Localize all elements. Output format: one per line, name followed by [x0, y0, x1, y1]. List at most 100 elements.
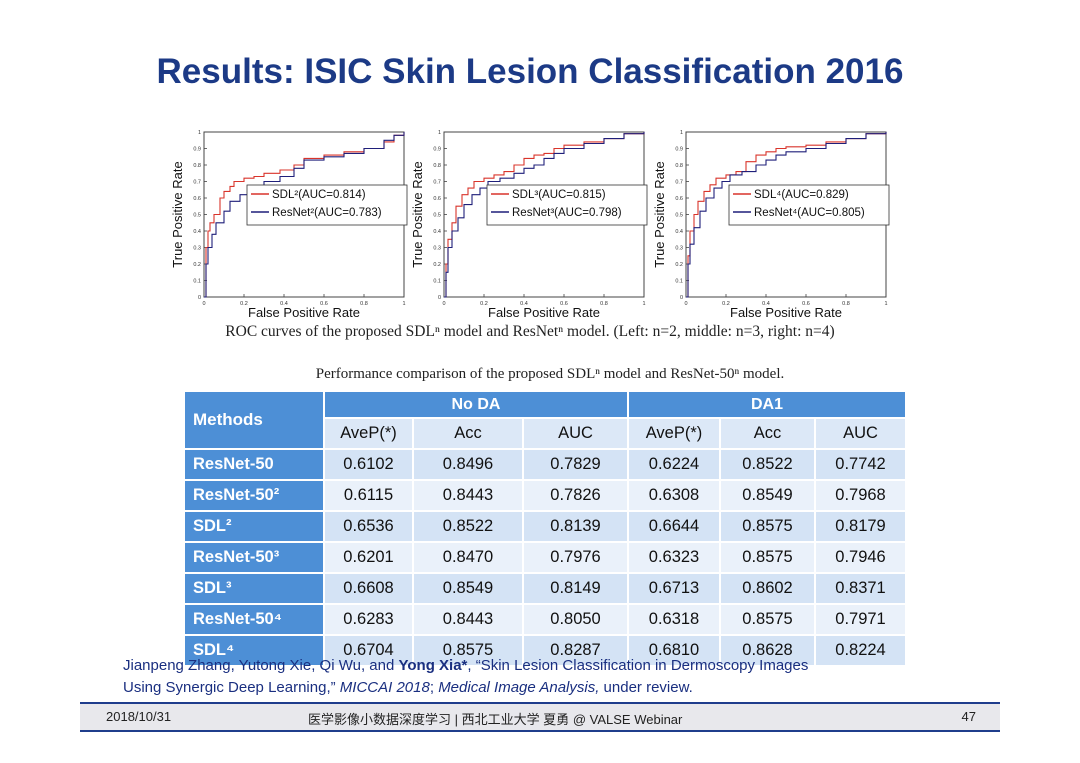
row-label: ResNet-50⁴ — [183, 603, 325, 636]
table-cell: 0.7971 — [814, 603, 907, 636]
roc-plot-right: 0 0.2 0.4 0.6 0.8 1 0 0.1 0.2 0.3 0.4 0.5 0.6 0.7 0.8 0… — [652, 130, 890, 320]
y-tick-label: 0.5 — [675, 213, 683, 219]
y-tick-label: 0.6 — [675, 196, 683, 202]
table-row: ResNet-50² 0.6115 0.8443 0.7826 0.6308 0.8549… — [183, 479, 907, 512]
x-axis-label: False Positive Rate — [730, 305, 842, 320]
x-tick-label: 1 — [884, 301, 887, 307]
y-tick-label: 0.9 — [675, 147, 683, 153]
y-tick-label: 0.3 — [433, 246, 441, 252]
x-tick-label: 0 — [442, 301, 445, 307]
legend-label: ResNet³(AUC=0.798) — [512, 207, 622, 219]
table-cell: 0.7829 — [522, 448, 629, 481]
roc-plot-middle: 0 0.2 0.4 0.6 0.8 1 0 0.1 0.2 0.3 0.4 0.5 0.6 0.7 0.8 0… — [410, 130, 648, 320]
row-label: SDL³ — [183, 572, 325, 605]
table-cell: 0.8470 — [412, 541, 524, 574]
table-row: ResNet-50³ 0.6201 0.8470 0.7976 0.6323 0.8575… — [183, 541, 907, 574]
table-cell: 0.7946 — [814, 541, 907, 574]
table-cell: 0.8287 — [522, 634, 629, 667]
table-row: SDL² 0.6536 0.8522 0.8139 0.6644 0.8575 0.8179 — [183, 510, 907, 543]
table-cell: 0.8575 — [719, 541, 816, 574]
y-axis-label: True Positive Rate — [652, 161, 667, 267]
col-header: AUC — [522, 417, 629, 450]
table-caption: Performance comparison of the proposed S… — [315, 366, 785, 382]
col-header: Acc — [719, 417, 816, 450]
table-row: ResNet-50⁴ 0.6283 0.8443 0.8050 0.6318 0.8575… — [183, 603, 907, 636]
y-tick-label: 0.7 — [433, 180, 441, 186]
legend-label: SDL²(AUC=0.814) — [272, 189, 366, 201]
table-cell: 0.8179 — [814, 510, 907, 543]
y-tick-label: 0.7 — [675, 180, 683, 186]
y-tick-label: 0.8 — [675, 163, 683, 169]
y-tick-label: 0.4 — [433, 229, 441, 235]
col-header: AveP(*) — [627, 417, 721, 450]
y-tick-label: 0.2 — [675, 262, 683, 268]
x-tick-label: 0.2 — [240, 301, 248, 307]
x-tick-label: 0.4 — [762, 301, 770, 307]
methods-header: Methods — [183, 390, 325, 450]
y-tick-label: 0.9 — [433, 147, 441, 153]
y-tick-label: 1 — [198, 130, 201, 136]
col-header: AUC — [814, 417, 907, 450]
footer-center-text: 医学影像小数据深度学习 | 西北工业大学 夏勇 @ VALSE Webinar — [308, 712, 683, 727]
y-tick-label: 0.3 — [675, 246, 683, 252]
row-label: SDL⁴ — [183, 634, 325, 667]
x-tick-label: 0.6 — [320, 301, 328, 307]
roc-caption: ROC curves of the proposed SDLⁿ model an… — [225, 323, 835, 340]
y-tick-label: 0.5 — [433, 213, 441, 219]
y-tick-label: 0.1 — [193, 279, 201, 285]
y-tick-label: 0 — [680, 295, 683, 301]
table-cell: 0.8628 — [719, 634, 816, 667]
table-cell: 0.6201 — [323, 541, 414, 574]
table-cell: 0.6536 — [323, 510, 414, 543]
table-row: SDL⁴ 0.6704 0.8575 0.8287 0.6810 0.8628 0.8224 — [183, 634, 907, 667]
table-cell: 0.8522 — [719, 448, 816, 481]
row-label: ResNet-50² — [183, 479, 325, 512]
x-tick-label: 0 — [684, 301, 687, 307]
legend-label: SDL⁴(AUC=0.829) — [754, 189, 849, 201]
table-cell: 0.8371 — [814, 572, 907, 605]
roc-line-resnet — [686, 132, 887, 298]
y-tick-label: 0.8 — [433, 163, 441, 169]
y-tick-label: 0.9 — [193, 147, 201, 153]
x-tick-label: 0.4 — [520, 301, 528, 307]
citation-title-end: Using Synergic Deep Learning,” — [123, 679, 340, 696]
table-cell: 0.6102 — [323, 448, 414, 481]
citation-line-2: Using Synergic Deep Learning,” MICCAI 20… — [123, 677, 808, 699]
citation-status: under review. — [599, 679, 693, 696]
table-cell: 0.6810 — [627, 634, 721, 667]
table-cell: 0.6644 — [627, 510, 721, 543]
legend-label: ResNet²(AUC=0.783) — [272, 207, 382, 219]
col-header: AveP(*) — [323, 417, 414, 450]
row-label: SDL² — [183, 510, 325, 543]
legend-box — [246, 184, 408, 226]
table-cell: 0.8602 — [719, 572, 816, 605]
table-cell: 0.6224 — [627, 448, 721, 481]
x-tick-label: 0.6 — [560, 301, 568, 307]
row-label: ResNet-50³ — [183, 541, 325, 574]
y-tick-label: 0.1 — [433, 279, 441, 285]
citation-corresponding-author: Yong Xia* — [398, 657, 468, 674]
legend-box — [486, 184, 648, 226]
y-tick-label: 0 — [438, 295, 441, 301]
table-cell: 0.7976 — [522, 541, 629, 574]
x-tick-label: 0.4 — [280, 301, 288, 307]
y-tick-label: 0.7 — [193, 180, 201, 186]
table-cell: 0.6323 — [627, 541, 721, 574]
y-tick-label: 0.8 — [193, 163, 201, 169]
y-tick-label: 0.4 — [675, 229, 683, 235]
y-axis-label: True Positive Rate — [170, 161, 185, 267]
table-cell: 0.8575 — [412, 634, 524, 667]
table-cell: 0.8139 — [522, 510, 629, 543]
y-axis-label: True Positive Rate — [410, 161, 425, 267]
x-tick-label: 0.8 — [360, 301, 368, 307]
slide-title: Results: ISIC Skin Lesion Classification… — [156, 52, 904, 91]
x-tick-label: 1 — [642, 301, 645, 307]
table-cell: 0.8496 — [412, 448, 524, 481]
table-cell: 0.7742 — [814, 448, 907, 481]
performance-table: Methods No DA DA1 AveP(*) Acc AUC AveP(*… — [183, 390, 907, 667]
table-cell: 0.6283 — [323, 603, 414, 636]
table-body: ResNet-50 0.6102 0.8496 0.7829 0.6224 0.8522 0… — [183, 448, 907, 667]
table-cell: 0.8575 — [719, 510, 816, 543]
legend-label: ResNet⁴(AUC=0.805) — [754, 207, 865, 219]
footer-page-number: 47 — [961, 709, 976, 724]
